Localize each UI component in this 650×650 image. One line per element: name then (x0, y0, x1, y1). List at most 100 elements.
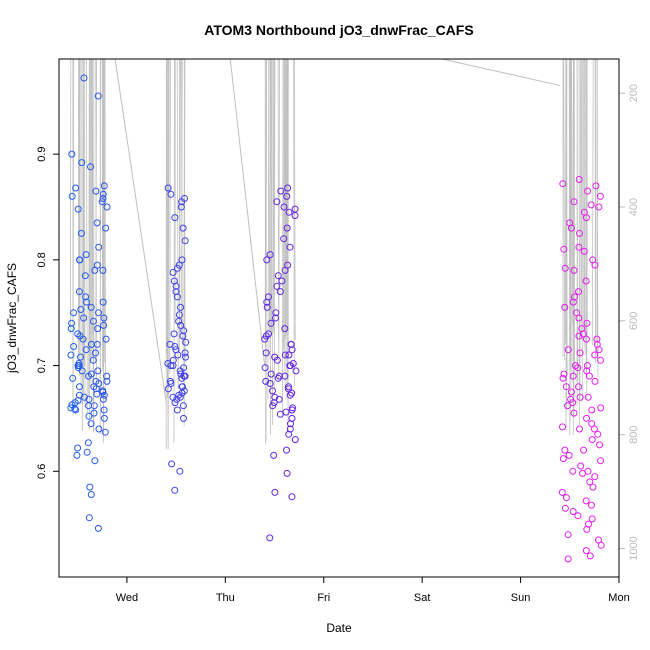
data-point (567, 388, 575, 396)
data-point (570, 293, 578, 301)
altitude-trace-line (72, 58, 75, 324)
data-point (584, 467, 592, 475)
data-point (93, 340, 101, 348)
x-axis-label: Date (326, 621, 352, 635)
data-point (180, 414, 187, 422)
data-point (76, 383, 83, 391)
data-point (582, 497, 590, 505)
altitude-trace-line (82, 58, 84, 401)
data-point (100, 391, 108, 399)
data-point (95, 243, 103, 251)
data-point (564, 346, 572, 354)
data-point (91, 457, 99, 465)
data-point (81, 272, 89, 280)
data-point (583, 362, 591, 370)
data-point (271, 488, 279, 496)
data-point (576, 229, 583, 237)
data-point (103, 377, 111, 385)
data-point (588, 436, 596, 444)
data-point (285, 430, 293, 438)
data-point (167, 190, 175, 198)
altitude-trace-line (284, 58, 286, 391)
data-point (169, 362, 177, 370)
altitude-trace-line (90, 58, 93, 358)
y-axis: 0.6 0.7 0.8 0.9 (36, 146, 59, 479)
data-point (169, 393, 177, 401)
data-point (291, 436, 299, 444)
data-point (92, 187, 100, 195)
data-point (100, 321, 108, 329)
altitude-trace-line (272, 58, 275, 334)
data-point (278, 277, 286, 285)
data-point (85, 514, 93, 522)
data-point (596, 441, 603, 449)
data-point (286, 362, 294, 370)
data-point (575, 288, 582, 296)
data-point (597, 541, 605, 549)
data-point (173, 293, 181, 301)
data-point (285, 351, 293, 359)
data-point (180, 372, 188, 380)
data-point (280, 235, 288, 243)
altitude-trace-line (265, 58, 267, 445)
data-point (591, 377, 599, 385)
data-point (182, 338, 190, 346)
data-point (576, 349, 584, 357)
y-tick-label: 0.9 (36, 146, 48, 161)
altitude-line-layer (69, 58, 599, 450)
data-point (262, 349, 270, 357)
data-point (575, 332, 583, 340)
y-tick-label: 0.8 (36, 252, 48, 267)
data-point (103, 372, 111, 380)
altitude-trace-line (268, 58, 270, 330)
data-point (176, 393, 184, 401)
data-point (592, 182, 600, 190)
data-point (180, 327, 188, 335)
data-point (72, 184, 80, 192)
x-tick-label: Wed (116, 592, 138, 604)
data-point (561, 446, 569, 454)
altitude-trace-line (169, 58, 171, 374)
data-point (575, 243, 583, 251)
data-point (78, 367, 86, 375)
data-point (102, 335, 110, 343)
data-point (100, 314, 108, 322)
data-point (179, 402, 187, 410)
y2-axis: 200 400 600 800 1000 (619, 84, 640, 561)
data-point (94, 524, 102, 532)
altitude-trace-line (92, 58, 94, 433)
data-point (267, 370, 275, 378)
data-point (281, 325, 289, 333)
data-point (78, 159, 86, 167)
data-point (102, 224, 110, 232)
data-point (588, 515, 596, 523)
data-point (74, 330, 82, 338)
data-point (288, 346, 296, 354)
y-tick-label: 0.7 (36, 358, 48, 373)
data-point (87, 163, 94, 171)
data-point (274, 272, 282, 280)
altitude-trace-line (181, 58, 183, 327)
data-point (100, 182, 108, 190)
altitude-trace-line (176, 58, 179, 390)
data-point (170, 330, 178, 338)
data-point (176, 367, 184, 375)
data-point (261, 335, 269, 343)
data-point (574, 364, 582, 372)
data-point (286, 243, 294, 251)
data-point (576, 393, 584, 401)
data-point (271, 393, 279, 401)
data-point (176, 467, 184, 475)
data-point (74, 444, 82, 452)
altitude-trace-line (287, 58, 289, 335)
data-point (583, 525, 591, 533)
data-point (166, 340, 174, 348)
data-point (180, 387, 188, 395)
x-tick-label: Sat (414, 592, 431, 604)
data-point (85, 402, 93, 410)
data-point (179, 383, 186, 391)
data-point (559, 455, 567, 463)
data-point (291, 212, 299, 219)
data-point (77, 229, 85, 237)
data-point (87, 370, 95, 378)
